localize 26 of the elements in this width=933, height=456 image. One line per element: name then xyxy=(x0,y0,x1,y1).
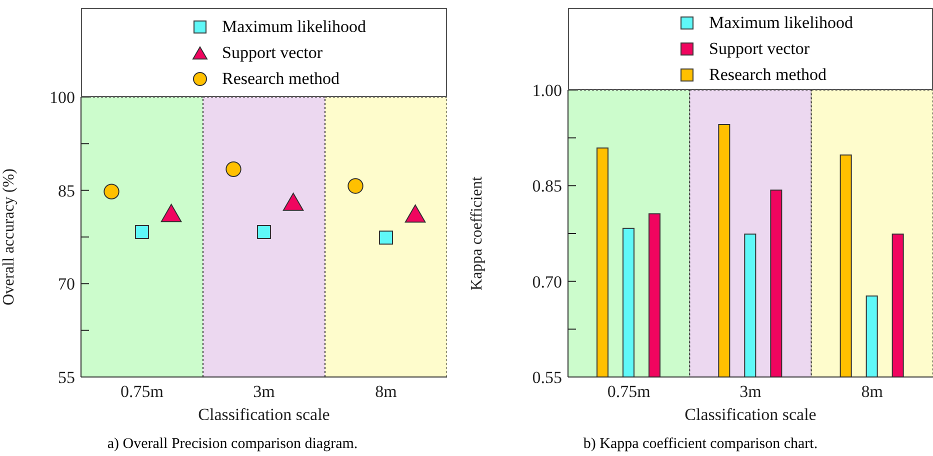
legend-label: Support vector xyxy=(222,42,323,62)
y-tick-label: 0.55 xyxy=(532,368,562,388)
y-tick-label: 55 xyxy=(58,368,75,388)
legend-label: Research method xyxy=(222,68,340,88)
y-tick-label: 85 xyxy=(58,181,75,200)
x-axis-title: Classification scale xyxy=(684,405,816,424)
x-tick-label: 3m xyxy=(253,382,275,402)
x-tick-label: 0.75m xyxy=(120,382,164,402)
x-tick-label: 3m xyxy=(740,382,762,402)
legend-label: Support vector xyxy=(709,39,810,59)
x-axis-title: Classification scale xyxy=(198,405,330,424)
y-axis-title: Overall accuracy (%) xyxy=(0,168,18,306)
y-tick-label: 0.70 xyxy=(532,272,562,292)
y-tick-label: 0.85 xyxy=(532,176,562,196)
legend-label: Maximum likelihood xyxy=(222,16,366,36)
y-tick-label: 70 xyxy=(58,274,75,294)
text: a) Overall Precision comparison diagram. xyxy=(106,436,359,453)
text: b) Kappa coefficient comparison chart. xyxy=(582,436,819,453)
legend-label: Maximum likelihood xyxy=(709,13,854,33)
y-tick-label: 1.00 xyxy=(532,81,562,100)
x-tick-label: 0.75m xyxy=(607,382,650,402)
x-tick-label: 8m xyxy=(861,382,884,402)
y-tick-label: 100 xyxy=(50,88,75,108)
x-tick-label: 8m xyxy=(375,382,397,402)
y-axis-title: Kappa coefficient xyxy=(468,176,486,290)
legend-label: Research method xyxy=(709,65,827,85)
